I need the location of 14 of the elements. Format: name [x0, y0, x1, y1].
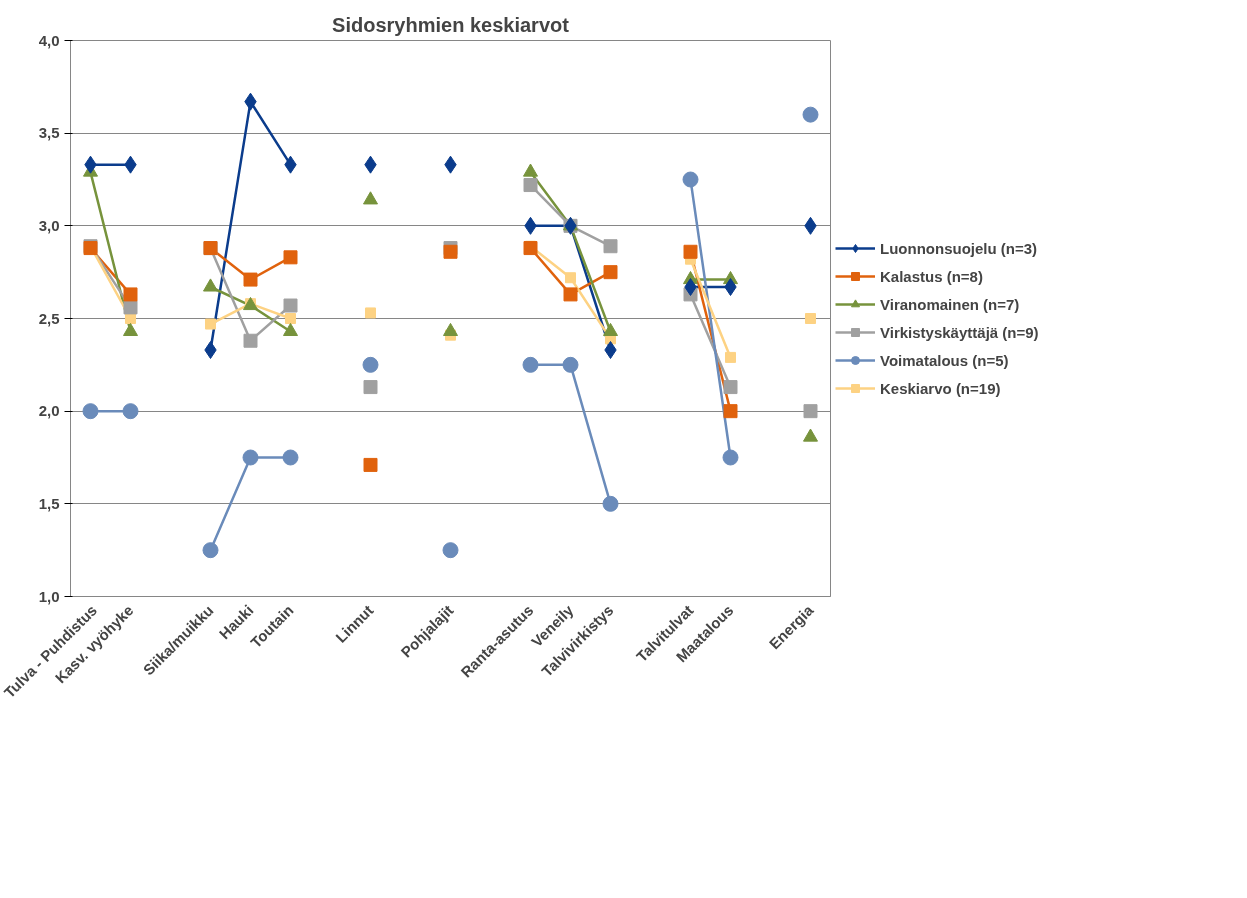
chart-title: Sidosryhmien keskiarvot	[332, 13, 570, 36]
y-tick-label: 2,5	[38, 309, 60, 327]
y-tick-label: 4,0	[38, 31, 60, 49]
y-tick-label: 3,5	[38, 124, 60, 142]
y-tick-label: 2,0	[38, 402, 60, 420]
y-tick-label: 3,0	[38, 216, 60, 234]
legend-label: Voimatalous (n=5)	[880, 351, 1009, 369]
legend-label: Kalastus (n=8)	[880, 267, 983, 285]
legend-label: Viranomainen (n=7)	[880, 295, 1020, 313]
legend-label: Keskiarvo (n=19)	[880, 379, 1001, 397]
legend-label: Virkistyskäyttäjä (n=9)	[880, 323, 1039, 341]
y-tick-label: 1,5	[38, 494, 60, 512]
y-tick-label: 1,0	[38, 587, 60, 605]
legend-label: Luonnonsuojelu (n=3)	[880, 239, 1038, 257]
